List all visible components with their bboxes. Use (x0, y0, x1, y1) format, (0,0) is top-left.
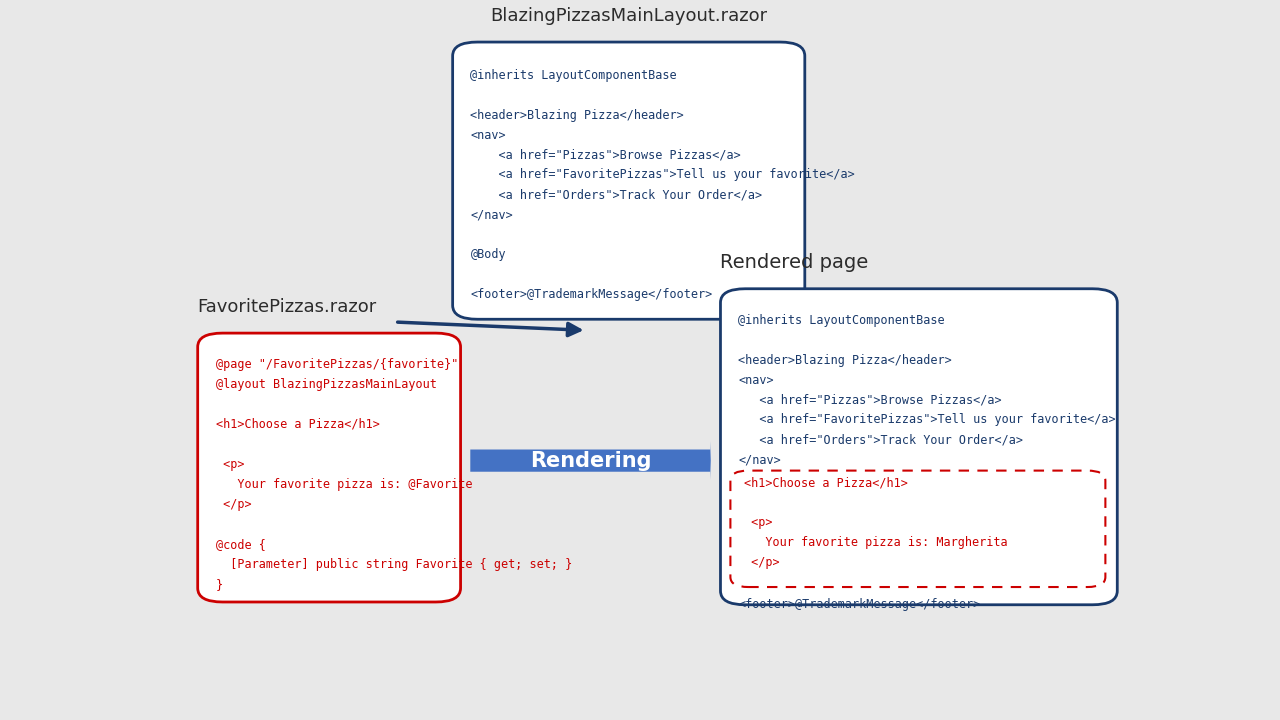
FancyBboxPatch shape (731, 471, 1106, 587)
Text: </nav>: </nav> (471, 208, 513, 221)
Text: <p>: <p> (215, 458, 244, 471)
FancyBboxPatch shape (453, 42, 805, 319)
Text: <nav>: <nav> (471, 129, 506, 142)
Text: </p>: </p> (744, 556, 780, 569)
Text: @layout BlazingPizzasMainLayout: @layout BlazingPizzasMainLayout (215, 378, 436, 391)
Text: <footer>@TrademarkMessage</footer>: <footer>@TrademarkMessage</footer> (471, 288, 713, 301)
Text: FavoritePizzas.razor: FavoritePizzas.razor (197, 299, 376, 317)
Text: </p>: </p> (215, 498, 251, 510)
Text: <p>: <p> (744, 516, 773, 529)
Text: <header>Blazing Pizza</header>: <header>Blazing Pizza</header> (739, 354, 952, 366)
Text: <a href="FavoritePizzas">Tell us your favorite</a>: <a href="FavoritePizzas">Tell us your fa… (739, 413, 1116, 426)
Text: Your favorite pizza is: @Favorite: Your favorite pizza is: @Favorite (215, 478, 472, 491)
Text: @Body: @Body (471, 248, 506, 261)
Text: </nav>: </nav> (739, 454, 781, 467)
Text: [Parameter] public string Favorite { get; set; }: [Parameter] public string Favorite { get… (215, 558, 572, 571)
Text: <h1>Choose a Pizza</h1>: <h1>Choose a Pizza</h1> (744, 476, 909, 489)
Text: <footer>@TrademarkMessage</footer>: <footer>@TrademarkMessage</footer> (739, 598, 980, 611)
FancyBboxPatch shape (721, 289, 1117, 605)
Text: Rendered page: Rendered page (721, 253, 869, 272)
Text: BlazingPizzasMainLayout.razor: BlazingPizzasMainLayout.razor (490, 7, 767, 25)
Text: <a href="Pizzas">Browse Pizzas</a>: <a href="Pizzas">Browse Pizzas</a> (471, 148, 741, 161)
Text: @inherits LayoutComponentBase: @inherits LayoutComponentBase (471, 68, 677, 81)
Text: <nav>: <nav> (739, 374, 774, 387)
Text: <a href="Orders">Track Your Order</a>: <a href="Orders">Track Your Order</a> (471, 189, 763, 202)
Text: <header>Blazing Pizza</header>: <header>Blazing Pizza</header> (471, 109, 685, 122)
Text: <a href="FavoritePizzas">Tell us your favorite</a>: <a href="FavoritePizzas">Tell us your fa… (471, 168, 855, 181)
Text: <h1>Choose a Pizza</h1>: <h1>Choose a Pizza</h1> (215, 418, 379, 431)
Text: Your favorite pizza is: Margherita: Your favorite pizza is: Margherita (744, 536, 1007, 549)
Text: }: } (215, 577, 223, 590)
Text: Rendering: Rendering (530, 451, 652, 471)
Text: <a href="Orders">Track Your Order</a>: <a href="Orders">Track Your Order</a> (739, 433, 1023, 446)
Text: @page "/FavoritePizzas/{favorite}": @page "/FavoritePizzas/{favorite}" (215, 358, 458, 371)
FancyBboxPatch shape (197, 333, 461, 602)
Text: <a href="Pizzas">Browse Pizzas</a>: <a href="Pizzas">Browse Pizzas</a> (739, 394, 1002, 407)
Text: @inherits LayoutComponentBase: @inherits LayoutComponentBase (739, 314, 945, 327)
Text: @code {: @code { (215, 538, 265, 551)
